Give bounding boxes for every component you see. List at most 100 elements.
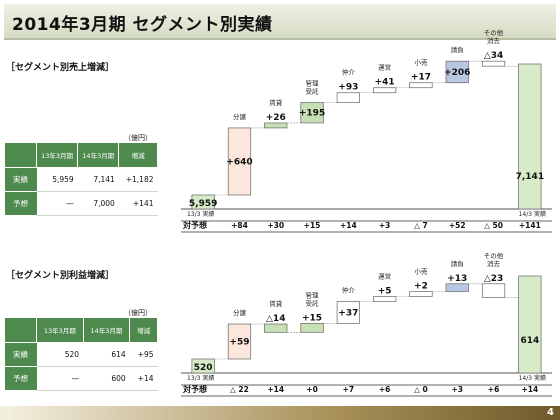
bar-category-label: 運営 [378,271,391,280]
bar-category-label: 仲介 [342,68,356,77]
sales-summary-table: 13年3月期 14年3月期 増減 実績 5,959 7,141 +1,182 予… [4,142,158,216]
table-row: 実績 520 614 +95 [4,342,158,367]
bar-category-label: 賃貸 [269,299,283,308]
waterfall-bar [373,87,397,94]
waterfall-bar [336,92,360,103]
waterfall-bar [300,102,324,124]
table-cell: 520 [36,342,84,367]
bar-value-label: +37 [338,308,358,318]
table-row: 実績 5,959 7,141 +1,182 [4,167,158,192]
table-header-cell: 増減 [118,142,158,168]
bar-category-label: 賃貸 [269,98,283,107]
bar-value-label: +15 [302,313,322,323]
bar-value-label: △14 [266,314,285,324]
forecast-value: +3 [451,385,463,394]
x-tick-label: 14/3 実績 [519,210,546,218]
waterfall-bar [264,122,288,129]
waterfall-bar [481,283,506,298]
forecast-value: △ 0 [414,385,428,394]
forecast-value: △ 50 [484,221,503,230]
bar-category-label: 請負 [451,45,465,54]
waterfall-bar [336,301,360,324]
bar-category-label: 小売 [414,266,428,275]
table-header-cell [4,317,37,343]
table-header-cell: 13年3月期 [36,317,84,343]
bar-value-label: 614 [520,336,539,346]
page-number: 4 [547,407,554,418]
table-cell: 7,000 [77,191,119,216]
forecast-value: +7 [343,385,355,394]
bar-category-label: 消去 [487,36,501,45]
waterfall-bar [518,63,542,210]
table-header-cell: 増減 [129,317,158,343]
bar-value-label: 5,959 [189,199,217,209]
bar-category-label: 分譲 [233,112,247,121]
title-bar: 2014年3月期 セグメント別実績 [4,4,556,40]
profit-summary-table: 13年3月期 14年3月期 増減 実績 520 614 +95 予想 — 600… [4,317,158,391]
bar-value-label: +195 [299,109,325,119]
table-cell: — [36,191,78,216]
forecast-row-label: 対予想 [182,220,207,230]
bar-category-label: 運営 [378,63,391,72]
bar-value-label: 520 [194,363,213,373]
bar-value-label: +2 [414,281,428,291]
row-label: 予想 [4,366,37,391]
profit-section-heading: ［セグメント別利益増減］ [6,271,115,281]
forecast-value: +6 [488,385,500,394]
table-header-row: 13年3月期 14年3月期 増減 [4,317,158,343]
waterfall-bar [373,296,397,302]
table-header-cell [4,142,37,168]
table-cell: 7,141 [77,167,119,192]
table-row: 予想 — 600 +14 [4,366,158,391]
waterfall-bar [409,82,433,89]
table-cell: +95 [129,342,158,367]
row-label: 予想 [4,191,37,216]
bar-category-label: 管理 [306,290,320,299]
forecast-value: +14 [521,385,538,394]
bar-category-label: 小売 [414,58,428,67]
waterfall-bar [518,275,542,374]
bar-value-label: +5 [378,286,392,296]
waterfall-bar [409,291,433,297]
table-cell: 5,959 [36,167,78,192]
forecast-value: +141 [519,221,541,230]
forecast-value: +14 [267,385,284,394]
bar-value-label: +41 [375,78,395,88]
forecast-value: +6 [379,385,391,394]
table-cell: 614 [83,342,130,367]
forecast-value: △ 22 [230,385,249,394]
bar-category-label: 仲介 [342,285,356,294]
footer-bar [0,406,560,420]
table-cell: 600 [83,366,130,391]
forecast-value: +14 [340,221,357,230]
forecast-value: △ 7 [414,221,428,230]
waterfall-bar [445,283,469,292]
bar-category-label: その他 [484,28,504,37]
table-header-cell: 14年3月期 [77,142,120,168]
table-row: 予想 — 7,000 +141 [4,191,158,216]
table-cell: — [36,366,84,391]
bar-value-label: +93 [338,83,358,93]
bar-category-label: 消去 [487,259,501,268]
forecast-value: +30 [267,221,284,230]
waterfall-bar [300,323,324,333]
bar-value-label: +206 [444,68,470,78]
waterfall-bar [191,194,215,210]
bar-category-label: 管理 [306,78,320,87]
profit-unit-label: （億円） [124,309,152,317]
table-cell: +1,182 [118,167,158,192]
bar-value-label: △34 [484,51,503,61]
waterfall-bar [227,127,252,196]
waterfall-bar [191,358,215,374]
row-label: 実績 [4,167,37,192]
bar-value-label: +13 [447,274,467,284]
bar-value-label: +59 [229,338,249,348]
bar-category-label: 受託 [306,86,320,95]
bar-category-label: その他 [484,251,504,260]
table-cell: +141 [118,191,158,216]
forecast-value: +3 [379,221,391,230]
forecast-value: +52 [449,221,466,230]
page-title: 2014年3月期 セグメント別実績 [12,15,273,35]
bar-value-label: +640 [226,157,252,167]
